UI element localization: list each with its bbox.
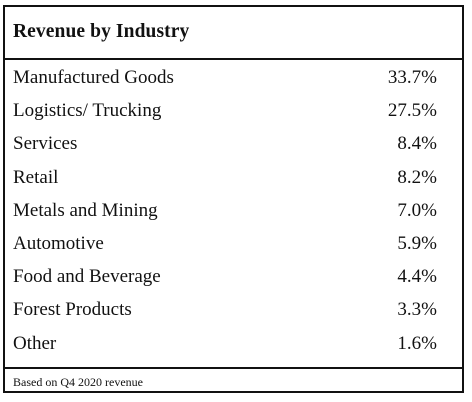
table-row: Forest Products 3.3%: [5, 295, 462, 328]
row-label: Retail: [13, 166, 59, 188]
row-label: Logistics/ Trucking: [13, 100, 162, 122]
title-divider: [5, 58, 462, 60]
row-value: 33.7%: [387, 67, 437, 88]
table-row: Retail 8.2%: [5, 163, 462, 196]
row-label: Metals and Mining: [13, 199, 158, 221]
row-value: 1.6%: [397, 332, 437, 354]
footer-divider: [5, 367, 462, 369]
table-footnote: Based on Q4 2020 revenue: [13, 375, 143, 389]
table-row: Automotive 5.9%: [5, 229, 462, 262]
row-value: 5.9%: [397, 232, 437, 254]
row-label: Services: [13, 133, 78, 155]
table-row: Manufactured Goods 33.7%: [5, 63, 462, 96]
table-row: Metals and Mining 7.0%: [5, 196, 462, 229]
row-value: 4.4%: [397, 266, 437, 288]
row-label: Manufactured Goods: [13, 67, 174, 88]
table-row: Services 8.4%: [5, 129, 462, 162]
table-row: Food and Beverage 4.4%: [5, 262, 462, 295]
row-value: 7.0%: [397, 199, 437, 221]
row-value: 8.2%: [397, 166, 437, 188]
revenue-table: Revenue by Industry Manufactured Goods 3…: [3, 5, 464, 393]
row-label: Forest Products: [13, 299, 132, 321]
row-value: 3.3%: [397, 299, 437, 321]
table-row: Logistics/ Trucking 27.5%: [5, 96, 462, 129]
table-title: Revenue by Industry: [13, 21, 190, 42]
row-label: Automotive: [13, 232, 104, 254]
row-value: 27.5%: [387, 100, 437, 122]
table-body: Manufactured Goods 33.7% Logistics/ Truc…: [5, 63, 462, 362]
row-label: Food and Beverage: [13, 266, 161, 288]
row-value: 8.4%: [397, 133, 437, 155]
table-row: Other 1.6%: [5, 329, 462, 362]
row-label: Other: [13, 332, 57, 354]
